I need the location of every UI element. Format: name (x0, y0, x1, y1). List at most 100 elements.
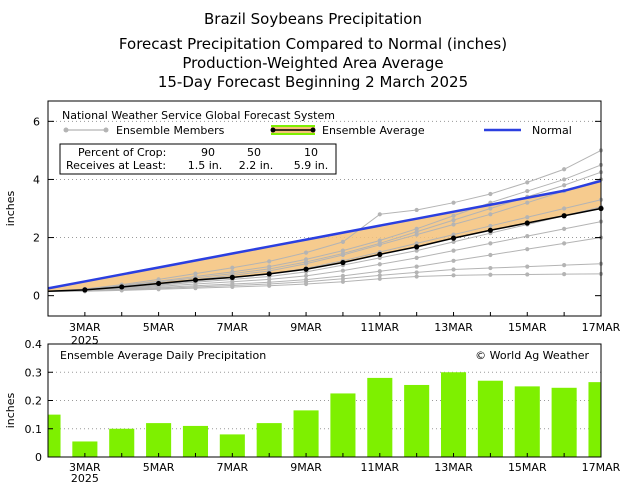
average-point-3 (156, 280, 162, 287)
member-point-4-12 (488, 241, 493, 246)
top-x-year-label: 2025 (71, 334, 99, 347)
average-point-8 (340, 259, 346, 266)
member-point-9-12 (488, 206, 493, 211)
member-point-4-10 (414, 255, 419, 260)
crop-table-amount-label: Receives at Least: (66, 159, 166, 172)
chart-subtitle-1: Forecast Precipitation Compared to Norma… (119, 35, 507, 53)
member-point-5-9 (377, 269, 382, 274)
member-line-8 (47, 149, 602, 292)
top-axis-ticks: 0 2 4 6 3MAR 5MAR 7MAR 9MAR 11MAR 13MAR 15MAR 17MAR (33, 115, 621, 334)
daily-bar-mar-8 (256, 423, 282, 457)
top-xtick-label-13MAR: 13MAR (434, 321, 473, 334)
credit-label: © World Ag Weather (475, 349, 589, 362)
top-y-axis-label: inches (4, 190, 17, 226)
daily-bars (48, 372, 601, 457)
member-point-10-11 (451, 232, 456, 237)
ensemble-average-points (82, 205, 604, 293)
top-xtick-label-11MAR: 11MAR (360, 321, 399, 334)
member-point-5-12 (488, 252, 493, 258)
crop-table-percent-90: 90 (201, 146, 215, 159)
bottom-xtick-label-13MAR: 13MAR (434, 461, 473, 474)
crop-table-amount-10: 5.9 in. (294, 159, 329, 172)
crop-table-amount-50: 2.2 in. (239, 159, 274, 172)
legend-average-label: Ensemble Average (322, 124, 425, 137)
crop-table-box (59, 143, 337, 175)
member-point-8-13 (525, 180, 530, 185)
daily-bar-mar-9 (293, 410, 319, 457)
member-point-7-13 (525, 272, 530, 277)
member-point-4-9 (377, 262, 382, 267)
member-point-9-8 (340, 251, 346, 256)
legend-members-label: Ensemble Members (116, 124, 225, 137)
top-xtick-label-17MAR: 17MAR (582, 321, 621, 334)
member-point-1-10 (414, 226, 419, 231)
bottom-ytick-label-0.2: 0.2 (25, 395, 43, 408)
member-point-2-10 (414, 232, 419, 237)
member-point-2-11 (451, 222, 456, 227)
daily-bar-mar-7 (219, 434, 245, 457)
daily-bar-mar-11 (367, 377, 393, 457)
member-line-5 (47, 237, 602, 292)
member-point-4-6 (267, 277, 272, 282)
daily-bar-mar-2 (48, 414, 61, 457)
member-point-3-9 (377, 255, 382, 260)
bottom-axis-ticks: 0 0.1 0.2 0.3 0.4 3MAR 5MAR 7MAR 9MAR 11MAR 13MAR 1… (25, 338, 621, 474)
member-point-6-13 (525, 264, 530, 269)
bottom-xtick-label-15MAR: 15MAR (508, 461, 547, 474)
legend-average-marker-left (270, 127, 276, 133)
member-point-3-10 (414, 248, 419, 253)
member-point-10-13 (525, 215, 530, 220)
bottom-ytick-label-0: 0 (35, 451, 42, 464)
bottom-xtick-label-5MAR: 5MAR (143, 461, 175, 474)
member-point-10-10 (414, 241, 419, 246)
member-point-1-9 (377, 238, 382, 243)
average-point-11 (450, 235, 457, 241)
member-point-8-4 (193, 271, 198, 276)
member-point-10-12 (488, 223, 493, 229)
daily-bar-mar-4 (109, 428, 135, 457)
member-point-3-11 (451, 239, 456, 245)
member-point-6-11 (451, 267, 456, 272)
member-point-7-12 (488, 272, 493, 277)
member-point-6-9 (377, 273, 382, 278)
bottom-x-year-label: 2025 (71, 472, 99, 483)
top-xtick-label-7MAR: 7MAR (216, 321, 248, 334)
average-point-7 (303, 266, 309, 272)
member-point-6-8 (340, 276, 346, 281)
member-point-6-12 (488, 265, 493, 271)
member-point-7-11 (451, 273, 456, 278)
member-point-1-13 (525, 188, 530, 194)
member-point-1-8 (340, 248, 346, 253)
bottom-y-axis-label: inches (4, 392, 17, 428)
daily-bar-mar-14 (477, 380, 503, 457)
average-point-4 (192, 277, 199, 283)
member-line-3 (47, 206, 602, 292)
member-point-8-5 (230, 265, 235, 270)
member-point-9-6 (267, 266, 272, 272)
top-xtick-label-3MAR: 3MAR (69, 321, 101, 334)
member-line-7 (48, 273, 602, 292)
member-line-9 (47, 171, 602, 292)
daily-bar-mar-6 (182, 425, 209, 457)
member-point-9-14 (562, 183, 567, 188)
chart-title: Brazil Soybeans Precipitation (204, 10, 422, 28)
member-point-5-11 (451, 258, 456, 263)
member-point-9-11 (451, 218, 456, 223)
member-point-9-9 (377, 241, 382, 246)
average-point-2 (119, 284, 125, 290)
chart-subtitle-3: 15-Day Forecast Beginning 2 March 2025 (158, 73, 468, 91)
member-point-9-10 (414, 229, 419, 234)
daily-precip-plot: 0 0.1 0.2 0.3 0.4 3MAR 5MAR 7MAR 9MAR 11MAR 13MAR 1… (4, 338, 621, 483)
average-point-10 (414, 244, 420, 250)
member-line-1 (47, 164, 602, 292)
bottom-xtick-label-9MAR: 9MAR (290, 461, 322, 474)
average-point-9 (377, 251, 383, 258)
member-point-8-14 (562, 167, 567, 172)
bottom-xtick-label-3MAR: 3MAR (69, 461, 101, 474)
daily-bar-mar-17 (588, 382, 601, 457)
member-line-6 (47, 263, 602, 292)
average-point-12 (487, 227, 493, 233)
member-point-5-10 (414, 264, 419, 269)
top-ytick-label-2: 2 (33, 232, 40, 245)
daily-bar-mar-16 (551, 387, 577, 457)
